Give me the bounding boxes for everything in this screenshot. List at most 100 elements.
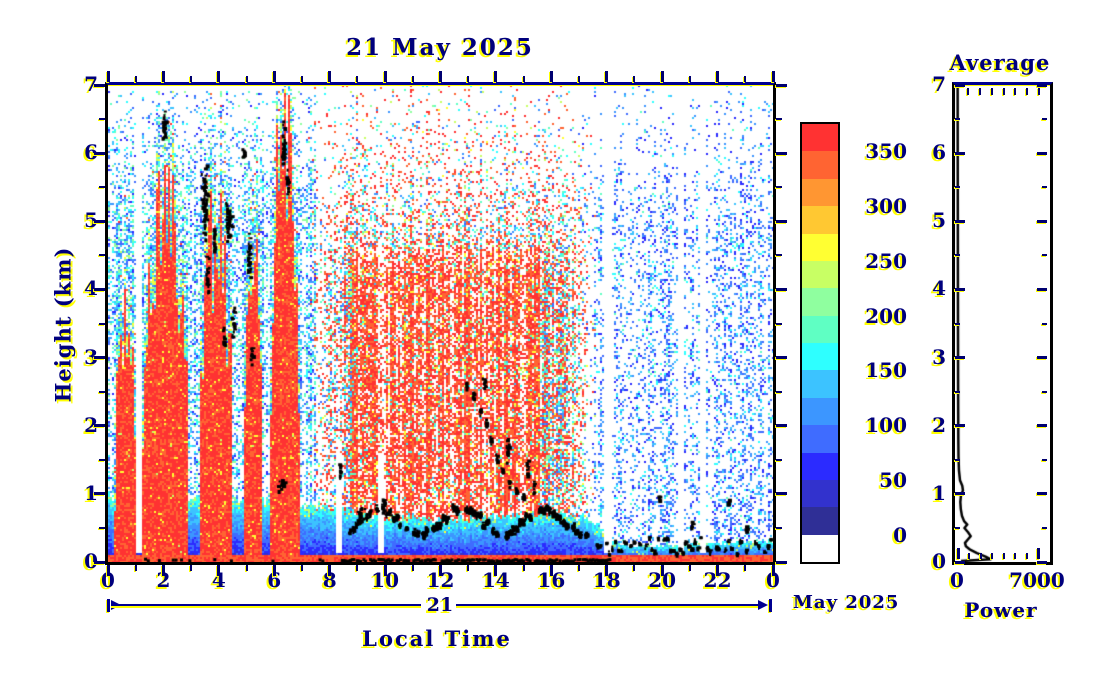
x-tick-top <box>688 76 691 82</box>
colorbar-tick-label: 50 <box>879 467 907 492</box>
average-x-tick-top <box>1026 88 1029 95</box>
x-tick-top <box>549 71 553 82</box>
average-x-tick-label: 7000 <box>1009 568 1065 592</box>
average-y-tick-right <box>1042 186 1047 189</box>
average-y-tick-label: 1 <box>932 480 946 505</box>
x-tick-bottom <box>633 565 636 571</box>
average-x-tick-bottom <box>1014 553 1017 559</box>
y-tick-left <box>99 390 105 393</box>
colorbar-segment <box>802 233 838 261</box>
x-tick-bottom <box>300 565 303 571</box>
colorbar-segment <box>802 343 838 371</box>
colorbar-segment <box>802 425 838 453</box>
colorbar-segment <box>802 397 838 426</box>
average-y-tick-right <box>1037 424 1047 428</box>
x-tick-top <box>383 71 387 82</box>
average-y-tick-left <box>955 83 965 87</box>
y-tick-right <box>776 151 787 155</box>
colorbar-segment <box>802 370 838 398</box>
colorbar-segment <box>802 315 838 343</box>
colorbar-segment <box>802 534 838 562</box>
average-x-tick-top <box>1014 88 1017 95</box>
average-y-tick-right <box>1037 492 1047 496</box>
x-tick-top <box>522 76 525 82</box>
colorbar-segment <box>802 288 838 316</box>
average-y-tick-right <box>1037 560 1047 564</box>
y-tick-label: 5 <box>84 208 98 233</box>
average-x-tick-bottom <box>1037 548 1040 559</box>
x-tick-top <box>467 76 470 82</box>
colorbar-tick-label: 0 <box>893 522 907 547</box>
x-tick-bottom <box>467 565 470 571</box>
y-tick-left <box>99 526 105 529</box>
average-top-frame-accent <box>955 85 1050 86</box>
x-tick-bottom <box>578 565 581 571</box>
average-y-tick-left <box>955 458 960 461</box>
average-y-tick-right <box>1042 526 1047 529</box>
average-y-tick-right <box>1042 322 1047 325</box>
average-x-tick-bottom <box>979 553 982 559</box>
colorbar-tick-label: 300 <box>865 194 907 219</box>
x-tick-top <box>300 76 303 82</box>
x-tick-top <box>633 76 636 82</box>
colorbar-segment <box>802 479 838 508</box>
y-tick-label: 1 <box>84 480 98 505</box>
average-profile-canvas <box>955 85 1050 562</box>
heatmap-plot-frame <box>105 82 776 565</box>
x-tick-bottom <box>439 565 442 576</box>
x-tick-bottom <box>549 565 553 576</box>
x-tick-bottom <box>217 565 221 576</box>
x-tick-label: 4 <box>211 568 226 592</box>
colorbar-tick-label: 100 <box>865 413 907 438</box>
colorbar-segment <box>802 507 838 535</box>
average-y-tick-left <box>955 560 965 564</box>
average-y-tick-left <box>955 186 960 189</box>
average-y-tick-left <box>955 322 960 325</box>
y-tick-right <box>776 390 782 393</box>
page-title: 21 May 2025 <box>346 34 534 61</box>
y-tick-right <box>776 458 782 461</box>
x-tick-bottom <box>134 565 137 571</box>
average-x-tick-label: 0 <box>950 568 964 592</box>
day-span-line-left <box>111 604 421 606</box>
y-tick-right <box>776 424 787 428</box>
y-tick-label: 3 <box>84 344 98 369</box>
x-tick-top <box>660 71 664 82</box>
average-y-tick-right <box>1042 118 1047 121</box>
x-tick-bottom <box>161 565 165 576</box>
x-tick-bottom <box>771 565 775 576</box>
y-tick-right <box>776 356 787 360</box>
colorbar-segment <box>802 151 838 179</box>
average-x-axis-label: Power <box>964 598 1038 622</box>
average-y-tick-right <box>1042 458 1047 461</box>
x-tick-label: 2 <box>156 568 171 592</box>
x-tick-bottom <box>190 565 193 571</box>
average-y-tick-left <box>955 492 965 496</box>
x-tick-bottom <box>660 565 664 576</box>
x-tick-bottom <box>272 565 276 576</box>
average-y-tick-left <box>955 424 965 428</box>
x-tick-bottom <box>328 565 332 576</box>
average-y-tick-left <box>955 254 960 257</box>
average-y-tick-label: 0 <box>932 549 946 573</box>
x-tick-top <box>494 71 498 82</box>
y-tick-left <box>94 424 105 428</box>
day-span-label: 21 <box>426 594 454 616</box>
x-tick-top <box>217 71 221 82</box>
x-tick-label: 0 <box>101 568 115 592</box>
average-y-tick-left <box>955 151 965 155</box>
colorbar <box>800 122 840 564</box>
x-tick-top <box>716 71 720 82</box>
x-tick-top <box>578 76 581 82</box>
date-label: May 2025 <box>793 592 900 613</box>
x-tick-bottom <box>744 565 747 571</box>
y-tick-left <box>99 186 105 189</box>
y-axis-label: Height (km) <box>50 246 76 403</box>
x-tick-top <box>605 71 609 82</box>
average-y-tick-left <box>955 287 965 291</box>
x-tick-label: 6 <box>267 568 282 592</box>
y-tick-left <box>99 322 105 325</box>
x-tick-top <box>190 76 193 82</box>
day-span-right-arrow-icon <box>758 600 768 610</box>
